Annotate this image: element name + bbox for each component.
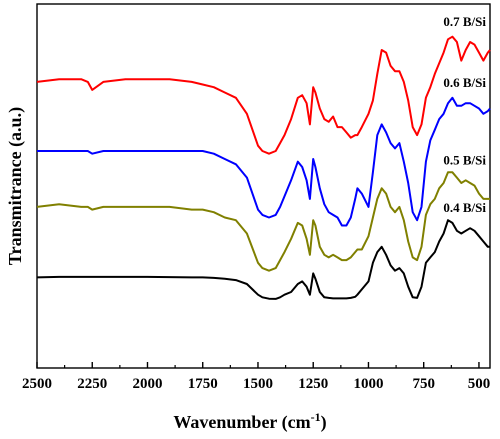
x-tick-label: 2250: [77, 376, 107, 392]
x-tick-label: 750: [412, 376, 435, 392]
series-line-2: [37, 96, 491, 227]
series-label-2: 0.6 B/Si: [443, 75, 486, 90]
x-tick-label: 2000: [132, 376, 162, 392]
series-line-4: [36, 219, 490, 300]
x-tick-label: 500: [468, 376, 491, 392]
x-tick-label: 1750: [188, 376, 218, 392]
series-labels: 0.7 B/Si 0.6 B/Si 0.5 B/Si 0.4 B/Si: [443, 14, 486, 215]
x-axis-title: Wavenumber (cm-1): [173, 410, 326, 433]
series-line-1: [36, 35, 491, 155]
x-tick-label: 1500: [243, 376, 273, 392]
x-axis-ticks: 2500 2250 2000 1750 1500 1250 1000 750 500: [22, 362, 490, 392]
series-line-3: [36, 171, 490, 272]
x-tick-label: 1250: [298, 376, 328, 392]
series-label-3: 0.5 B/Si: [443, 152, 486, 167]
series-label-4: 0.4 B/Si: [443, 200, 486, 215]
x-tick-label: 1000: [353, 376, 383, 392]
series-label-1: 0.7 B/Si: [443, 14, 486, 29]
y-axis-title: Transmitrance (a.u.): [5, 107, 26, 265]
plot-frame: [36, 3, 491, 369]
x-tick-label: 2500: [22, 376, 52, 392]
series-lines: [36, 35, 491, 300]
